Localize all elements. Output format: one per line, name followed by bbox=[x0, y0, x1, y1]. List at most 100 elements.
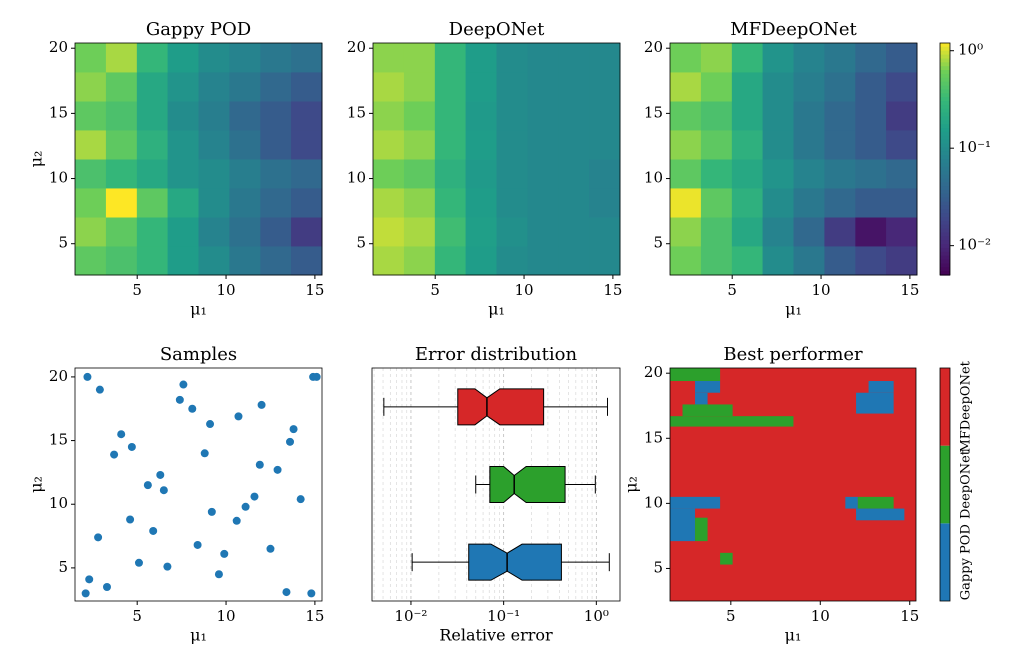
colorbar-step bbox=[940, 81, 950, 87]
colorbar-step bbox=[940, 124, 950, 129]
heatmap-cell bbox=[75, 187, 107, 218]
category-patch bbox=[670, 416, 794, 427]
heatmap-cell bbox=[167, 43, 199, 73]
colorbar-step bbox=[940, 228, 950, 234]
heatmap-cell bbox=[260, 217, 292, 247]
heatmap-cell bbox=[731, 71, 764, 102]
heatmap-cell bbox=[700, 71, 733, 102]
heatmap-cell bbox=[434, 101, 467, 131]
x-tick-label: 5 bbox=[727, 281, 737, 299]
heatmap-cell bbox=[105, 245, 138, 276]
panel-title: MFDeepONet bbox=[730, 19, 857, 40]
heatmap-cell bbox=[260, 129, 292, 160]
colorbar-step bbox=[940, 267, 950, 272]
heatmap-cell bbox=[731, 217, 764, 247]
heatmap-cell bbox=[465, 159, 497, 189]
panel-title: Samples bbox=[160, 344, 237, 365]
heatmap-cell bbox=[465, 245, 497, 276]
heatmap-cell bbox=[403, 217, 436, 247]
heatmap-cell bbox=[527, 129, 559, 160]
heatmap-cell bbox=[167, 217, 199, 247]
colorbar-step bbox=[940, 151, 950, 156]
heatmap-cell bbox=[824, 71, 856, 102]
scatter-point bbox=[127, 442, 136, 451]
heatmap-cell bbox=[855, 101, 887, 131]
x-axis-label: μ₁ bbox=[488, 300, 505, 319]
heatmap-cell bbox=[167, 187, 199, 218]
heatmap-cell bbox=[558, 245, 590, 276]
x-axis-label: μ₁ bbox=[190, 626, 207, 645]
colorbar-step bbox=[940, 73, 950, 79]
scatter-point bbox=[220, 549, 229, 558]
colorbar-tick-label: 10⁻² bbox=[958, 236, 991, 254]
heatmap-cell bbox=[291, 217, 323, 247]
colorbar-step bbox=[940, 101, 950, 106]
colorbar-step bbox=[940, 62, 950, 67]
colorbar-step bbox=[940, 131, 950, 137]
heatmap-cell bbox=[75, 129, 107, 160]
heatmap-cell bbox=[886, 187, 918, 218]
colorbar-step bbox=[940, 186, 950, 191]
heatmap-cell bbox=[403, 187, 436, 218]
heatmap-cell bbox=[198, 129, 230, 160]
scatter-point bbox=[296, 495, 305, 504]
heatmap-cell bbox=[167, 101, 199, 131]
heatmap-cell bbox=[136, 101, 169, 131]
heatmap-cell bbox=[855, 129, 887, 160]
heatmap-cell bbox=[403, 159, 436, 189]
colorbar-tick-label: 10⁻¹ bbox=[958, 138, 991, 156]
heatmap-cell bbox=[670, 159, 702, 189]
heatmap-cell bbox=[105, 159, 138, 189]
colorbar-step bbox=[940, 166, 950, 172]
heatmap-cell bbox=[762, 101, 794, 131]
heatmap-cell bbox=[291, 245, 323, 276]
heatmap-cell bbox=[527, 159, 559, 189]
heatmap-cell bbox=[762, 129, 794, 160]
colorbar-step bbox=[940, 77, 950, 83]
heatmap-cell bbox=[793, 43, 825, 73]
x-axis-label: μ₁ bbox=[785, 300, 802, 319]
colorbar-step bbox=[940, 170, 950, 176]
scatter-point bbox=[234, 412, 243, 421]
colorbar-step bbox=[940, 97, 950, 102]
colorbar-step bbox=[940, 205, 950, 210]
colorbar-step bbox=[940, 255, 950, 261]
category-patch bbox=[695, 517, 708, 542]
heatmap-cell bbox=[589, 129, 621, 160]
colorbar-segment bbox=[940, 523, 950, 601]
colorbar-step bbox=[940, 93, 950, 98]
heatmap-cell bbox=[793, 129, 825, 160]
x-tick-label: 10⁰ bbox=[584, 607, 609, 625]
heatmap-cell bbox=[373, 71, 405, 102]
scatter-point bbox=[266, 544, 275, 553]
heatmap-cell bbox=[291, 71, 323, 102]
scatter-point bbox=[85, 575, 94, 584]
colorbar-step bbox=[940, 224, 950, 230]
colorbar-step bbox=[940, 66, 950, 71]
scatter-point bbox=[250, 492, 259, 501]
scatter-point bbox=[159, 486, 168, 495]
heatmap-cell bbox=[793, 71, 825, 102]
scatter-point bbox=[200, 449, 209, 458]
heatmap-cell bbox=[527, 71, 559, 102]
heatmap-cell bbox=[496, 43, 528, 73]
heatmap-cell bbox=[855, 159, 887, 189]
heatmap-cell bbox=[403, 245, 436, 276]
heatmap-cell bbox=[670, 71, 702, 102]
colorbar-step bbox=[940, 271, 950, 276]
y-tick-label: 20 bbox=[644, 363, 663, 381]
heatmap-cell bbox=[886, 245, 918, 276]
heatmap-cell bbox=[260, 43, 292, 73]
colorbar-step bbox=[940, 147, 950, 152]
heatmap-cell bbox=[434, 187, 467, 218]
scatter-point bbox=[188, 404, 197, 413]
heatmap-cell bbox=[198, 159, 230, 189]
panel-title: Best performer bbox=[723, 344, 863, 365]
heatmap-cell bbox=[105, 71, 138, 102]
colorbar-step bbox=[940, 50, 950, 56]
colorbar-step bbox=[940, 70, 950, 75]
scatter-point bbox=[214, 570, 223, 579]
colorbar-step bbox=[940, 162, 950, 168]
heatmap-cell bbox=[496, 187, 528, 218]
y-tick-label: 15 bbox=[644, 103, 663, 121]
